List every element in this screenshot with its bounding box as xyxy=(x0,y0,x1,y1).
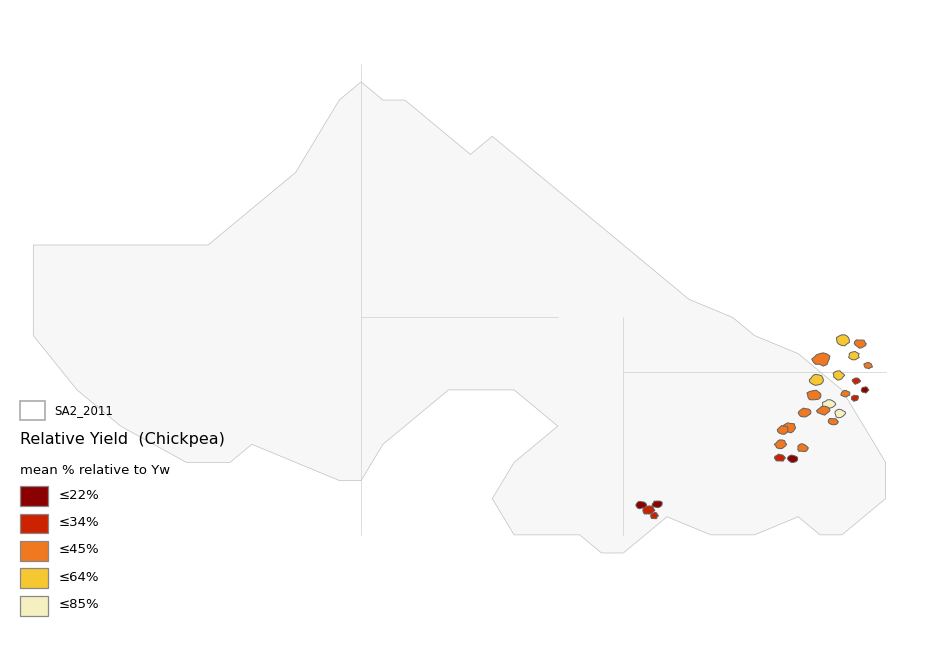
Polygon shape xyxy=(851,395,858,402)
Polygon shape xyxy=(835,409,845,418)
Polygon shape xyxy=(782,423,795,433)
Polygon shape xyxy=(833,371,845,380)
Polygon shape xyxy=(817,406,830,415)
Polygon shape xyxy=(861,387,869,393)
Polygon shape xyxy=(651,513,658,518)
Polygon shape xyxy=(841,390,850,397)
Bar xyxy=(19,596,48,616)
Text: mean % relative to Yw: mean % relative to Yw xyxy=(19,464,169,477)
Polygon shape xyxy=(807,390,821,400)
Polygon shape xyxy=(797,444,808,452)
Text: ≤64%: ≤64% xyxy=(58,571,99,584)
Bar xyxy=(19,568,48,588)
Text: SA2_2011: SA2_2011 xyxy=(55,404,114,417)
Bar xyxy=(19,486,48,506)
Polygon shape xyxy=(33,82,885,553)
Bar xyxy=(19,513,48,534)
Polygon shape xyxy=(828,419,838,424)
Text: ≤22%: ≤22% xyxy=(58,488,99,502)
Polygon shape xyxy=(822,400,836,408)
Text: ≤85%: ≤85% xyxy=(58,598,99,611)
Text: ≤45%: ≤45% xyxy=(58,543,99,556)
Polygon shape xyxy=(836,335,849,346)
Polygon shape xyxy=(643,506,655,514)
Polygon shape xyxy=(774,440,786,449)
Polygon shape xyxy=(652,501,662,507)
Polygon shape xyxy=(852,378,860,385)
Bar xyxy=(19,541,48,561)
Polygon shape xyxy=(787,455,797,462)
Polygon shape xyxy=(855,340,867,348)
Bar xyxy=(19,401,45,420)
Polygon shape xyxy=(812,353,830,366)
Polygon shape xyxy=(777,426,788,434)
Polygon shape xyxy=(774,454,785,461)
Text: ≤34%: ≤34% xyxy=(58,516,99,529)
Polygon shape xyxy=(848,351,859,360)
Polygon shape xyxy=(864,362,872,369)
Text: Relative Yield  (Chickpea): Relative Yield (Chickpea) xyxy=(19,432,225,447)
Polygon shape xyxy=(636,502,646,509)
Polygon shape xyxy=(798,408,811,417)
Polygon shape xyxy=(809,374,823,385)
